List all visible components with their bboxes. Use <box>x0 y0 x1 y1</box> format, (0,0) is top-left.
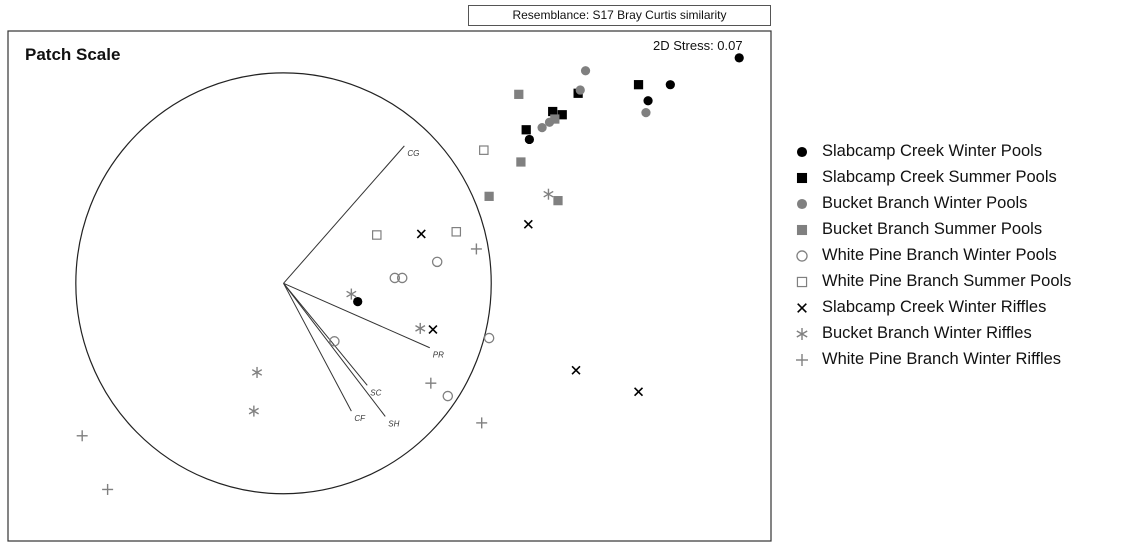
data-point <box>451 226 462 237</box>
legend-label: White Pine Branch Winter Pools <box>822 246 1057 264</box>
legend-item: White Pine Branch Summer Pools <box>794 268 1071 294</box>
data-point <box>476 417 488 429</box>
data-point <box>346 288 357 300</box>
legend-label: Slabcamp Creek Winter Pools <box>822 142 1043 160</box>
data-point <box>548 106 558 117</box>
data-point <box>479 145 489 155</box>
correlation-circle-layer <box>75 72 492 495</box>
legend-label: Bucket Branch Winter Riffles <box>822 324 1032 342</box>
data-point <box>665 80 675 90</box>
plot-frame <box>7 30 772 542</box>
data-point <box>575 85 585 95</box>
vector-sc <box>283 282 368 386</box>
panel-title: Patch Scale <box>25 45 121 64</box>
data-point <box>483 332 495 344</box>
vector-label-sh: SH <box>388 419 399 428</box>
data-point <box>470 243 482 255</box>
data-point <box>442 390 454 402</box>
data-point <box>76 430 88 442</box>
legend-marker <box>796 276 808 288</box>
data-point <box>102 483 114 495</box>
data-point <box>557 110 567 120</box>
data-point <box>543 188 554 200</box>
data-point <box>524 134 535 145</box>
legend-marker <box>796 354 808 366</box>
vector-label-sc: SC <box>370 388 381 397</box>
vector-pr <box>283 282 430 349</box>
data-point <box>329 336 340 347</box>
data-point <box>428 324 438 335</box>
data-point <box>372 230 382 240</box>
data-point <box>396 272 408 284</box>
legend-marker <box>797 303 807 313</box>
data-point <box>353 296 363 307</box>
vector-label-cf: CF <box>354 414 366 423</box>
vector-cf <box>283 283 352 412</box>
legend-item: Bucket Branch Winter Pools <box>794 190 1071 216</box>
data-point <box>641 107 651 118</box>
vector-layer: CG PR SC SH CF <box>283 145 444 428</box>
legend-marker <box>796 146 808 158</box>
data-point <box>389 272 401 284</box>
legend-item: Bucket Branch Winter Riffles <box>794 320 1071 346</box>
legend-item: Slabcamp Creek Winter Pools <box>794 138 1071 164</box>
legend-item: Slabcamp Creek Summer Pools <box>794 164 1071 190</box>
data-point <box>634 387 644 397</box>
data-point <box>248 405 259 417</box>
vector-sh <box>283 283 386 417</box>
legend-item: Slabcamp Creek Winter Riffles <box>794 294 1071 320</box>
legend-label: Bucket Branch Winter Pools <box>822 194 1028 212</box>
data-point <box>571 365 581 375</box>
data-point <box>580 66 591 76</box>
data-point <box>251 366 263 378</box>
legend-marker <box>796 224 808 236</box>
legend-item: White Pine Branch Winter Pools <box>794 242 1071 268</box>
data-point <box>550 114 560 124</box>
data-point <box>431 256 443 268</box>
legend-marker <box>796 250 808 262</box>
points-layer <box>76 53 744 495</box>
data-point <box>734 53 744 63</box>
data-point <box>537 123 547 133</box>
data-point <box>416 229 426 239</box>
legend-label: White Pine Branch Summer Pools <box>822 272 1072 290</box>
legend: Slabcamp Creek Winter Pools Slabcamp Cree… <box>794 138 1071 372</box>
data-point <box>633 80 644 90</box>
legend-label: Bucket Branch Summer Pools <box>822 220 1043 238</box>
data-point <box>521 125 531 135</box>
legend-marker <box>796 328 808 340</box>
data-point <box>553 196 563 206</box>
data-point <box>425 377 437 389</box>
legend-label: Slabcamp Creek Summer Pools <box>822 168 1057 186</box>
legend-label: White Pine Branch Winter Riffles <box>822 350 1062 368</box>
stress-label: 2D Stress: 0.07 <box>653 38 743 53</box>
legend-marker <box>796 172 808 184</box>
legend-label: Slabcamp Creek Winter Riffles <box>822 298 1047 316</box>
data-point <box>484 191 494 201</box>
data-point <box>523 219 533 229</box>
vector-label-cg: CG <box>407 149 419 158</box>
legend-item: White Pine Branch Winter Riffles <box>794 346 1071 372</box>
data-point <box>643 96 653 106</box>
legend-marker <box>796 198 808 210</box>
data-point <box>514 89 524 99</box>
resemblance-label: Resemblance: S17 Bray Curtis similarity <box>468 5 771 26</box>
data-point <box>415 322 426 334</box>
vector-cg <box>283 145 405 284</box>
data-point <box>516 157 526 167</box>
legend-item: Bucket Branch Summer Pools <box>794 216 1071 242</box>
correlation-circle <box>75 72 492 495</box>
vector-label-pr: PR <box>433 351 444 360</box>
